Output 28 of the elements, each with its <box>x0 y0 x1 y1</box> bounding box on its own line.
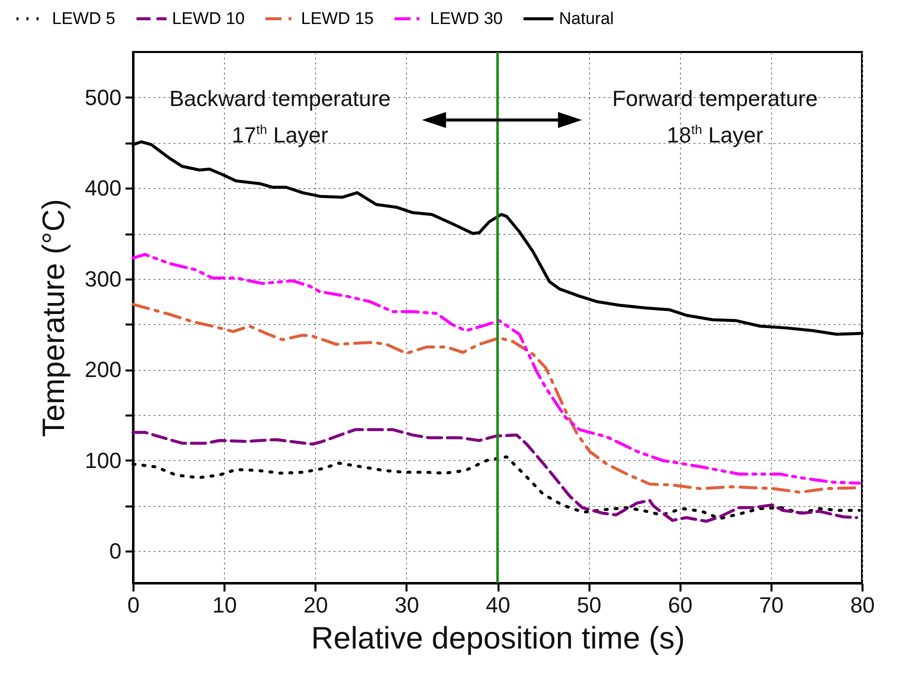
x-tick-label: 40 <box>486 592 510 618</box>
y-tick-label: 300 <box>84 266 122 292</box>
x-tick-label: 70 <box>759 592 784 618</box>
x-tick-label: 10 <box>212 592 237 618</box>
line-series <box>132 252 861 485</box>
y-tick-label: 100 <box>84 448 122 473</box>
legend-label: LEWD 30 <box>430 8 503 28</box>
line-series <box>132 428 858 523</box>
y-tick-label: 400 <box>84 176 122 201</box>
y-tick-label: 200 <box>84 357 122 382</box>
x-tick-label: 0 <box>127 592 140 618</box>
x-tick-label: 50 <box>576 592 602 618</box>
legend-label: LEWD 15 <box>301 8 374 28</box>
x-axis-title: Relative deposition time (s) <box>311 620 685 656</box>
x-tick-label: 80 <box>850 592 875 618</box>
x-tick-label: 20 <box>304 592 328 618</box>
legend-label: LEWD 10 <box>172 8 245 28</box>
annotation: 17$^{th}$ Layer <box>232 122 328 148</box>
annotation: 18$^{th}$ Layer <box>666 122 764 148</box>
annotation: Backward temperature <box>169 86 391 112</box>
annotation: Forward temperature <box>612 86 818 112</box>
y-tick-label: 0 <box>109 538 122 564</box>
x-tick-label: 60 <box>668 592 692 618</box>
legend-label: LEWD 5 <box>52 8 116 28</box>
x-tick-label: 30 <box>394 592 420 618</box>
y-axis-title: Temperature (°C) <box>36 198 71 438</box>
y-tick-label: 500 <box>84 84 122 110</box>
legend-label: Natural <box>559 8 614 28</box>
